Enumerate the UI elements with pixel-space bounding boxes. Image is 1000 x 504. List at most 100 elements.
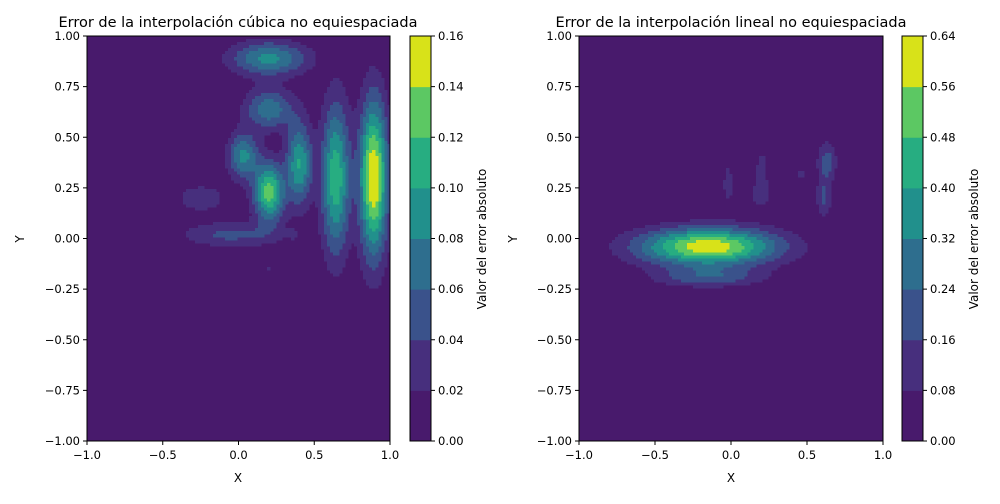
- colorbar-tick-label: 0.12: [438, 130, 464, 144]
- contour-cell: [693, 267, 724, 271]
- contour-cell: [378, 186, 382, 190]
- contour-cell: [234, 129, 289, 133]
- contour-cell: [369, 102, 379, 106]
- contour-cell: [240, 120, 256, 124]
- contour-cell: [369, 207, 379, 211]
- contour-cell: [762, 234, 778, 238]
- contour-cell: [387, 147, 391, 151]
- contour-cell: [246, 57, 259, 61]
- contour-cell: [363, 105, 370, 109]
- contour-cell: [342, 243, 352, 247]
- contour-cell: [327, 210, 331, 214]
- contour-cell: [186, 189, 217, 193]
- contour-cell: [660, 228, 688, 232]
- contour-cell: [270, 117, 301, 121]
- contour-cell: [384, 141, 388, 145]
- contour-cell: [327, 153, 334, 157]
- contour-cell: [339, 102, 349, 106]
- contour-cell: [360, 93, 367, 97]
- contour-cell: [348, 180, 361, 184]
- contour-cell: [348, 165, 361, 169]
- contour-cell: [339, 153, 343, 157]
- contour-cell: [384, 171, 388, 175]
- contour-cell: [327, 165, 331, 169]
- contour-cell: [345, 198, 352, 202]
- contour-cell: [384, 153, 388, 157]
- contour-cell: [261, 123, 277, 127]
- contour-cell: [363, 246, 370, 250]
- contour-cell: [363, 162, 367, 166]
- contour-cell: [369, 171, 379, 175]
- contour-cell: [258, 180, 265, 184]
- colorbar-tick-label: 0.10: [438, 181, 464, 195]
- contour-cell: [321, 195, 325, 199]
- contour-cell: [285, 207, 310, 211]
- contour-cell: [369, 183, 379, 187]
- contour-cell: [759, 252, 772, 256]
- contour-cell: [750, 255, 766, 259]
- contour-cell: [633, 252, 646, 256]
- contour-cell: [387, 177, 391, 181]
- contour-cell: [288, 69, 307, 73]
- contour-cell: [357, 147, 361, 151]
- contour-cell: [384, 126, 388, 130]
- contour-cell: [213, 222, 259, 226]
- contour-cell: [327, 180, 331, 184]
- contour-cell: [756, 177, 766, 181]
- contour-cell: [249, 198, 253, 202]
- chart-right-x-label: X: [727, 471, 735, 485]
- contour-cell: [378, 225, 382, 229]
- contour-cell: [351, 156, 355, 160]
- contour-cell: [234, 147, 253, 151]
- contour-cell: [339, 135, 346, 139]
- y-tick-label: 0.75: [54, 80, 80, 94]
- contour-cell: [357, 135, 361, 139]
- contour-cell: [822, 159, 832, 163]
- contour-cell: [756, 168, 766, 172]
- contour-cell: [378, 105, 385, 109]
- contour-cell: [279, 192, 286, 196]
- contour-cell: [369, 117, 379, 121]
- contour-cell: [321, 162, 325, 166]
- contour-cell: [366, 138, 370, 142]
- contour-cell: [756, 180, 769, 184]
- contour-cell: [246, 141, 256, 145]
- contour-cell: [363, 174, 367, 178]
- contour-cell: [366, 114, 370, 118]
- contour-cell: [762, 240, 775, 244]
- contour-cell: [822, 144, 832, 148]
- contour-cell: [255, 159, 274, 163]
- contour-cell: [306, 153, 310, 157]
- contour-cell: [195, 240, 277, 244]
- contour-cell: [342, 108, 352, 112]
- contour-cell: [774, 240, 787, 244]
- contour-cell: [237, 144, 250, 148]
- contour-cell: [660, 237, 676, 241]
- contour-cell: [291, 147, 295, 151]
- contour-cell: [378, 180, 382, 184]
- contour-cell: [330, 81, 343, 85]
- contour-cell: [264, 186, 274, 190]
- colorbar-tick-label: 0.24: [930, 282, 956, 296]
- contour-cell: [276, 213, 283, 217]
- contour-cell: [318, 216, 325, 220]
- contour-cell: [372, 240, 376, 244]
- contour-cell: [246, 192, 253, 196]
- contour-cell: [345, 213, 349, 217]
- contour-cell: [246, 54, 262, 58]
- contour-cell: [819, 168, 823, 172]
- contour-cell: [363, 276, 382, 280]
- contour-cell: [330, 192, 340, 196]
- contour-cell: [288, 135, 295, 139]
- contour-cell: [384, 108, 391, 112]
- contour-cell: [351, 207, 358, 211]
- contour-cell: [672, 261, 703, 265]
- contour-cell: [687, 243, 730, 247]
- contour-cell: [387, 165, 391, 169]
- contour-cell: [306, 141, 310, 145]
- contour-cell: [231, 147, 235, 151]
- contour-cell: [246, 189, 253, 193]
- contour-cell: [276, 72, 304, 76]
- contour-cell: [369, 249, 379, 253]
- contour-cell: [228, 48, 244, 52]
